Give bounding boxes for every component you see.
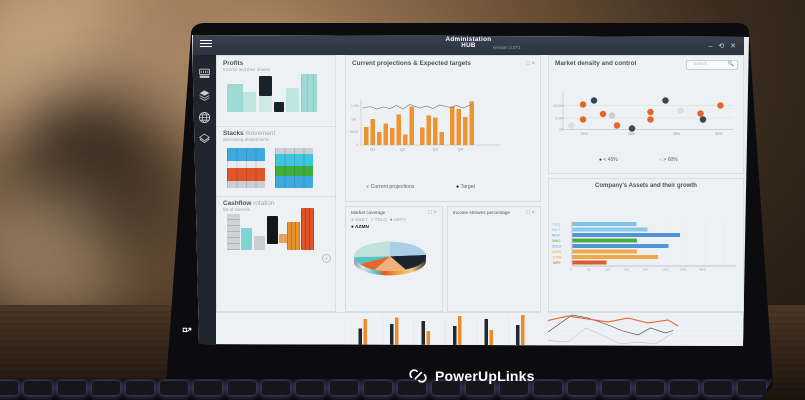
svg-text:2400: 2400 bbox=[680, 268, 687, 272]
svg-text:4800: 4800 bbox=[699, 268, 706, 272]
svg-text:Q3: Q3 bbox=[433, 147, 439, 152]
svg-text:BBET: BBET bbox=[552, 228, 560, 232]
svg-text:MIRY: MIRY bbox=[553, 261, 562, 265]
svg-text:SIWG: SIWG bbox=[552, 239, 561, 243]
svg-text:1200: 1200 bbox=[662, 268, 669, 272]
svg-text:GOLO: GOLO bbox=[552, 245, 562, 249]
svg-text:15%: 15% bbox=[581, 132, 588, 136]
svg-text:55%: 55% bbox=[673, 132, 680, 136]
svg-text:50: 50 bbox=[587, 268, 591, 272]
svg-text:1M: 1M bbox=[351, 118, 356, 122]
svg-text:600: 600 bbox=[643, 268, 648, 272]
svg-text:0: 0 bbox=[570, 268, 572, 272]
svg-text:5,000: 5,000 bbox=[555, 117, 564, 121]
svg-text:80%: 80% bbox=[716, 132, 723, 136]
svg-text:STRB: STRB bbox=[553, 256, 562, 260]
svg-text:0: 0 bbox=[356, 143, 358, 147]
svg-text:30%: 30% bbox=[628, 132, 635, 136]
svg-text:Q2: Q2 bbox=[400, 147, 406, 152]
svg-text:TSLQ: TSLQ bbox=[552, 223, 561, 227]
svg-text:300: 300 bbox=[624, 268, 629, 272]
svg-text:10,000: 10,000 bbox=[553, 104, 564, 108]
svg-text:150: 150 bbox=[605, 268, 610, 272]
svg-text:500K: 500K bbox=[350, 130, 359, 134]
svg-text:10: 10 bbox=[559, 128, 563, 132]
svg-text:AZMN: AZMN bbox=[552, 250, 562, 254]
svg-text:Q1: Q1 bbox=[370, 147, 376, 152]
svg-text:Q4: Q4 bbox=[458, 147, 464, 152]
svg-text:1.5M: 1.5M bbox=[351, 104, 359, 108]
svg-text:NIOV: NIOV bbox=[552, 234, 561, 238]
